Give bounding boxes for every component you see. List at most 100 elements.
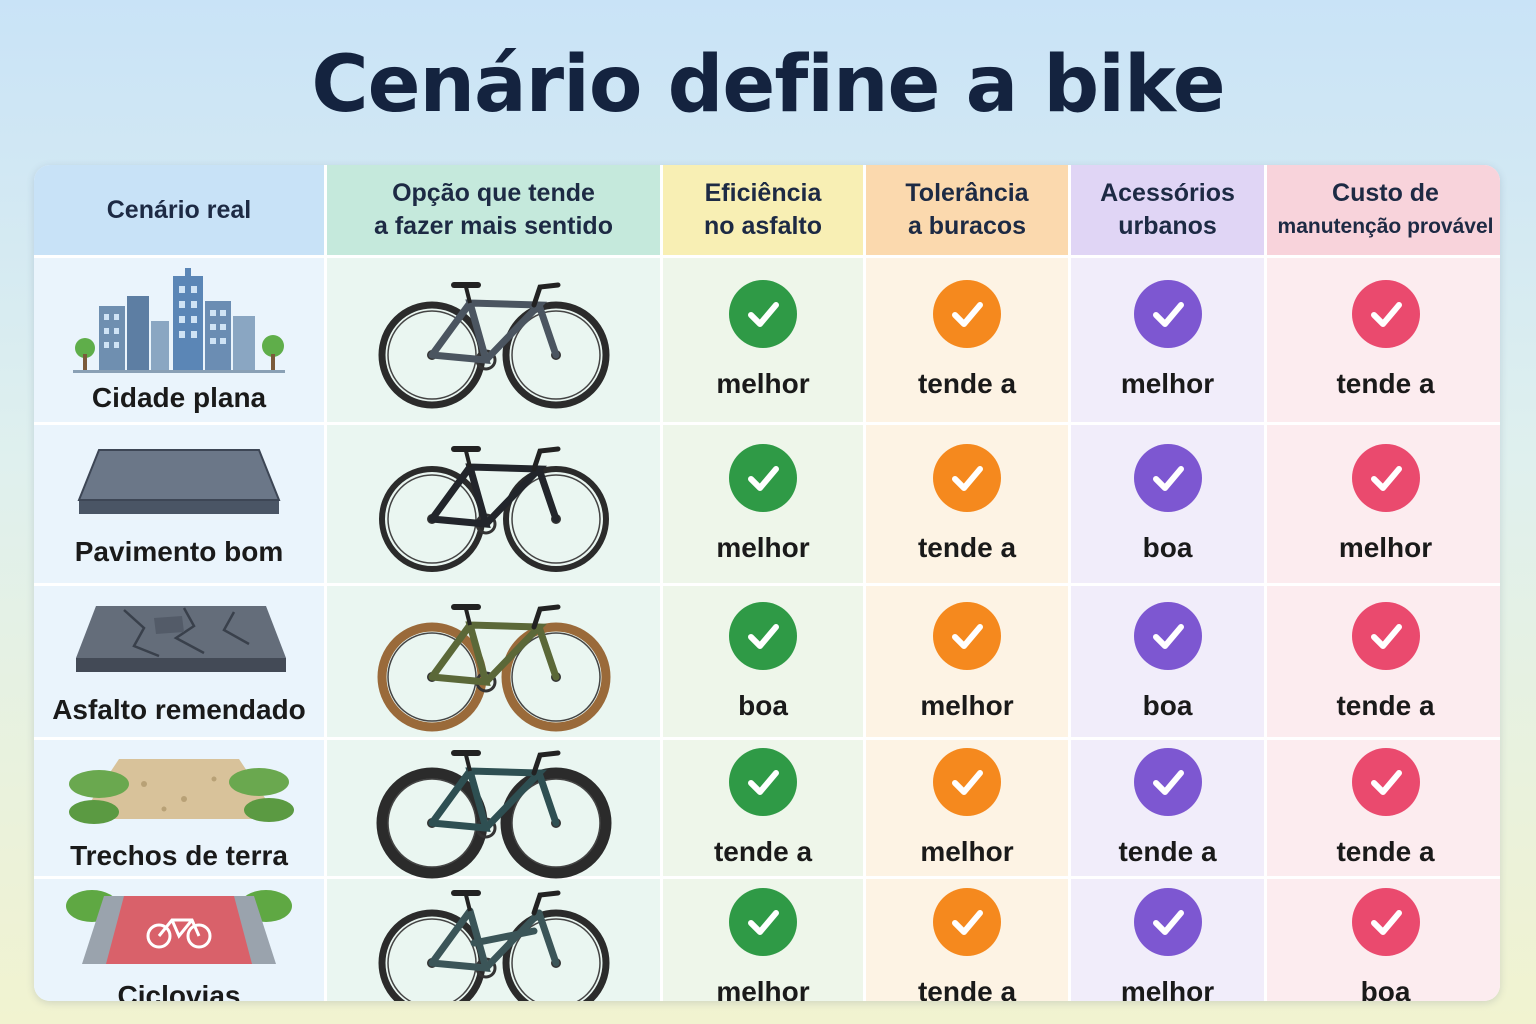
scenario-cell: Cidade plana (34, 258, 324, 422)
road-bike-icon (374, 429, 614, 579)
tolerance-rating-label: tende a (917, 368, 1017, 399)
mountain-bike-icon (374, 733, 614, 883)
header-efficiency: Eficiência no asfalto (663, 165, 863, 255)
scenario-label: Ciclovias (117, 979, 241, 1002)
efficiency-rating-cell: melhor (663, 258, 863, 422)
bike-option-cell (327, 425, 660, 583)
smooth-pavement-icon (69, 440, 289, 530)
efficiency-rating-cell: boa (663, 586, 863, 737)
efficiency-rating-label: tende a (713, 836, 813, 867)
cost-rating-label: tende a (1336, 689, 1435, 721)
efficiency-rating-cell: tende a (663, 740, 863, 876)
bike-lane-icon (64, 884, 294, 974)
cost-rating-label: tende a (1336, 368, 1435, 399)
scenario-cell: Asfalto remendado (34, 586, 324, 737)
accessories-rating-cell: boa (1071, 586, 1264, 737)
scenario-cell: Ciclovias (34, 879, 324, 1001)
check-icon (1351, 444, 1420, 512)
efficiency-rating-label: melhor (716, 975, 810, 1002)
city-skyline-icon (69, 266, 289, 376)
accessories-rating-label: tende a (1118, 836, 1217, 867)
header-cost-line2: manutenção provável (1277, 215, 1494, 238)
cost-rating-cell: tende a (1267, 586, 1500, 737)
tolerance-rating-cell: tende a (866, 258, 1068, 422)
page-title: Cenário define a bike (311, 40, 1225, 130)
header-scenario-label: Cenário real (106, 195, 252, 224)
tolerance-rating-label: melhor (920, 689, 1014, 721)
check-icon (933, 748, 1001, 816)
comparison-table: Cenário real Opção que tende a fazer mai… (34, 165, 1500, 1001)
accessories-rating-cell: melhor (1071, 258, 1264, 422)
check-icon (933, 887, 1001, 956)
header-tolerance-line2: a buracos (907, 212, 1027, 240)
accessories-rating-label: melhor (1120, 368, 1215, 399)
efficiency-rating-label: boa (738, 689, 788, 721)
header-option: Opção que tende a fazer mais sentido (327, 165, 660, 255)
accessories-rating-label: boa (1142, 689, 1193, 721)
header-tolerance-line1: Tolerância (905, 179, 1029, 207)
check-icon (1133, 601, 1202, 670)
scenario-label: Asfalto remendado (52, 693, 306, 725)
header-cost: Custo de manutenção provável (1267, 165, 1500, 255)
check-icon (729, 887, 797, 956)
gravel-bike-icon (374, 587, 614, 737)
check-icon (729, 601, 797, 670)
bike-option-cell (327, 740, 660, 879)
check-icon (1351, 887, 1420, 956)
efficiency-rating-cell: melhor (663, 879, 863, 1001)
header-option-line1: Opção que tende (392, 179, 595, 207)
cost-rating-label: melhor (1338, 532, 1433, 563)
scenario-cell: Pavimento bom (34, 425, 324, 583)
scenario-label: Pavimento bom (74, 536, 284, 567)
efficiency-rating-cell: melhor (663, 425, 863, 583)
city-bike-icon (374, 873, 614, 1001)
header-accessories-line2: urbanos (1118, 212, 1217, 240)
scenario-label: Cidade plana (91, 382, 267, 413)
check-icon (1133, 444, 1202, 512)
check-icon (729, 444, 797, 512)
header-accessories-line1: Acessórios (1100, 179, 1235, 207)
scenario-label: Trechos de terra (70, 840, 288, 871)
accessories-rating-label: melhor (1120, 975, 1215, 1002)
tolerance-rating-cell: melhor (866, 740, 1068, 876)
dirt-trail-icon (64, 744, 294, 834)
tolerance-rating-cell: tende a (866, 425, 1068, 583)
tolerance-rating-label: tende a (917, 532, 1017, 563)
hybrid-bike-icon (374, 265, 614, 415)
accessories-rating-cell: tende a (1071, 740, 1264, 876)
check-icon (933, 280, 1001, 348)
bike-option-cell (327, 879, 660, 1001)
cost-rating-cell: tende a (1267, 258, 1500, 422)
header-efficiency-line2: no asfalto (703, 212, 823, 240)
check-icon (729, 748, 797, 816)
header-option-line2: a fazer mais sentido (374, 212, 613, 240)
check-icon (1351, 280, 1420, 348)
check-icon (729, 280, 797, 348)
bike-option-cell (327, 586, 660, 737)
header-tolerance: Tolerância a buracos (866, 165, 1068, 255)
efficiency-rating-label: melhor (716, 368, 810, 399)
header-efficiency-line1: Eficiência (704, 179, 822, 207)
cost-rating-cell: boa (1267, 879, 1500, 1001)
tolerance-rating-label: tende a (917, 975, 1017, 1002)
bike-option-cell (327, 258, 660, 422)
efficiency-rating-label: melhor (716, 532, 810, 563)
check-icon (1133, 280, 1202, 348)
check-icon (933, 444, 1001, 512)
check-icon (1351, 601, 1420, 670)
patched-asphalt-icon (64, 598, 294, 688)
check-icon (1133, 748, 1202, 816)
tolerance-rating-label: melhor (920, 836, 1014, 867)
check-icon (1133, 887, 1202, 956)
cost-rating-label: boa (1360, 975, 1411, 1002)
tolerance-rating-cell: tende a (866, 879, 1068, 1001)
check-icon (933, 601, 1001, 670)
header-cost-line1: Custo de (1332, 179, 1439, 207)
cost-rating-cell: melhor (1267, 425, 1500, 583)
accessories-rating-cell: melhor (1071, 879, 1264, 1001)
header-accessories: Acessórios urbanos (1071, 165, 1264, 255)
accessories-rating-label: boa (1142, 532, 1193, 563)
scenario-cell: Trechos de terra (34, 740, 324, 876)
header-scenario: Cenário real (34, 165, 324, 255)
cost-rating-cell: tende a (1267, 740, 1500, 876)
